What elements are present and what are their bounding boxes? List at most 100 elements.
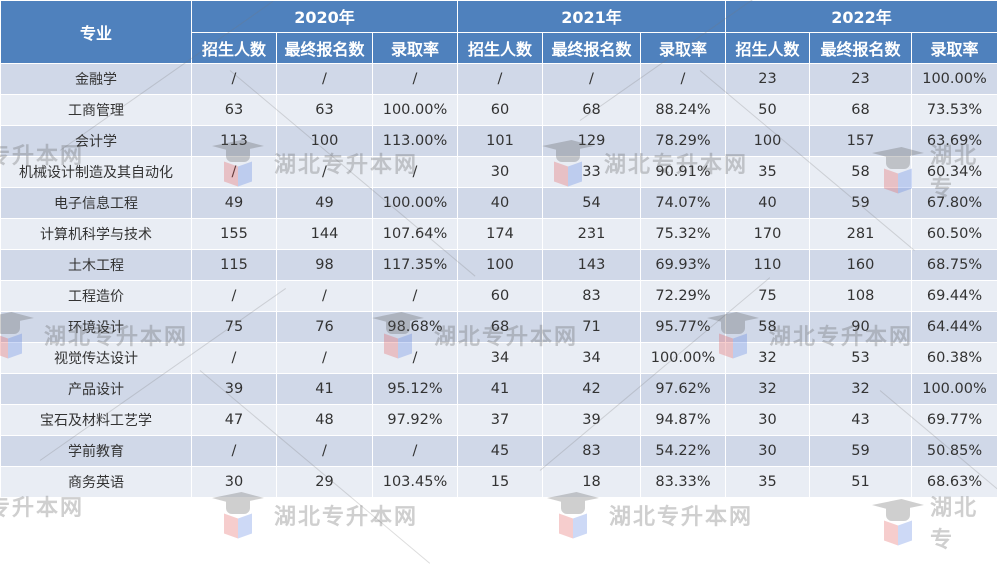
admission-rate-cell-2021: 78.29%: [641, 126, 726, 157]
enrollment-cell-2020: 47: [192, 405, 277, 436]
admission-rate-cell-2021: 90.91%: [641, 157, 726, 188]
applicants-cell-2022: 53: [810, 343, 912, 374]
admission-rate-cell-2021: 94.87%: [641, 405, 726, 436]
admission-rate-cell-2021: 75.32%: [641, 219, 726, 250]
applicants-cell-2022: 157: [810, 126, 912, 157]
applicants-cell-2020: 41: [277, 374, 373, 405]
major-cell: 宝石及材料工艺学: [1, 405, 192, 436]
applicants-cell-2021: 231: [543, 219, 641, 250]
admission-rate-cell-2020: 103.45%: [373, 467, 458, 498]
admission-rate-cell-2021: 74.07%: [641, 188, 726, 219]
admission-rate-cell-2022: 50.85%: [912, 436, 997, 467]
major-cell: 工商管理: [1, 95, 192, 126]
admission-rate-cell-2021: 72.29%: [641, 281, 726, 312]
applicants-cell-2021: 18: [543, 467, 641, 498]
admission-rate-cell-2020: 117.35%: [373, 250, 458, 281]
enrollment-cell-2022: 100: [726, 126, 810, 157]
admission-rate-cell-2021: 69.93%: [641, 250, 726, 281]
admission-rate-cell-2020: 95.12%: [373, 374, 458, 405]
major-cell: 工程造价: [1, 281, 192, 312]
enrollment-cell-2020: /: [192, 343, 277, 374]
major-cell: 视觉传达设计: [1, 343, 192, 374]
enrollment-cell-2021: 34: [458, 343, 543, 374]
admission-rate-cell-2022: 68.75%: [912, 250, 997, 281]
applicants-cell-2021: 129: [543, 126, 641, 157]
applicants-cell-2022: 58: [810, 157, 912, 188]
enrollment-header-2021: 招生人数: [458, 32, 543, 64]
applicants-cell-2021: 83: [543, 281, 641, 312]
header-row-years: 专业 2020年 2021年 2022年: [1, 1, 997, 33]
enrollment-cell-2020: 63: [192, 95, 277, 126]
major-column-header: 专业: [1, 1, 192, 64]
enrollment-header-2020: 招生人数: [192, 32, 277, 64]
enrollment-cell-2020: /: [192, 436, 277, 467]
enrollment-cell-2020: /: [192, 64, 277, 95]
major-cell: 土木工程: [1, 250, 192, 281]
applicants-cell-2022: 160: [810, 250, 912, 281]
admission-rate-cell-2022: 64.44%: [912, 312, 997, 343]
applicants-cell-2020: 76: [277, 312, 373, 343]
applicants-cell-2022: 43: [810, 405, 912, 436]
admission-rate-cell-2021: 88.24%: [641, 95, 726, 126]
enrollment-cell-2022: 40: [726, 188, 810, 219]
enrollment-cell-2022: 30: [726, 405, 810, 436]
applicants-cell-2022: 51: [810, 467, 912, 498]
applicants-cell-2022: 108: [810, 281, 912, 312]
enrollment-cell-2022: 58: [726, 312, 810, 343]
graduation-cap-logo-icon: [870, 497, 922, 547]
applicants-cell-2021: 39: [543, 405, 641, 436]
admission-rate-cell-2022: 60.38%: [912, 343, 997, 374]
enrollment-cell-2022: 170: [726, 219, 810, 250]
enrollment-cell-2021: 45: [458, 436, 543, 467]
applicants-cell-2020: 100: [277, 126, 373, 157]
admission-rate-cell-2022: 60.50%: [912, 219, 997, 250]
admission-rate-cell-2021: 97.62%: [641, 374, 726, 405]
major-cell: 电子信息工程: [1, 188, 192, 219]
enrollment-cell-2021: 60: [458, 95, 543, 126]
enrollment-cell-2021: 41: [458, 374, 543, 405]
admission-rate-cell-2022: 63.69%: [912, 126, 997, 157]
admission-rate-cell-2020: 113.00%: [373, 126, 458, 157]
applicants-cell-2022: 281: [810, 219, 912, 250]
major-cell: 机械设计制造及其自动化: [1, 157, 192, 188]
watermark-text: 湖北专升本网: [274, 499, 418, 531]
admission-rate-cell-2020: 98.68%: [373, 312, 458, 343]
enrollment-cell-2020: /: [192, 157, 277, 188]
enrollment-cell-2020: /: [192, 281, 277, 312]
applicants-cell-2022: 23: [810, 64, 912, 95]
admission-rate-header-2022: 录取率: [912, 32, 997, 64]
major-cell: 计算机科学与技术: [1, 219, 192, 250]
enrollment-cell-2022: 35: [726, 157, 810, 188]
applicants-header-2020: 最终报名数: [277, 32, 373, 64]
enrollment-cell-2022: 75: [726, 281, 810, 312]
enrollment-cell-2020: 30: [192, 467, 277, 498]
admission-rate-cell-2022: 69.44%: [912, 281, 997, 312]
admission-rate-cell-2021: 54.22%: [641, 436, 726, 467]
major-cell: 会计学: [1, 126, 192, 157]
admission-rate-cell-2020: /: [373, 436, 458, 467]
enrollment-cell-2022: 32: [726, 343, 810, 374]
enrollment-cell-2021: 30: [458, 157, 543, 188]
applicants-cell-2020: 49: [277, 188, 373, 219]
admission-rate-cell-2021: 83.33%: [641, 467, 726, 498]
admission-rate-cell-2021: 95.77%: [641, 312, 726, 343]
enrollment-cell-2021: 15: [458, 467, 543, 498]
admission-rate-cell-2022: 69.77%: [912, 405, 997, 436]
watermark-text: 湖北专: [930, 490, 997, 554]
enrollment-cell-2021: /: [458, 64, 543, 95]
admission-rate-cell-2022: 100.00%: [912, 374, 997, 405]
applicants-cell-2020: /: [277, 281, 373, 312]
applicants-cell-2021: 83: [543, 436, 641, 467]
admission-rate-cell-2020: /: [373, 157, 458, 188]
admission-rate-cell-2022: 67.80%: [912, 188, 997, 219]
admission-rate-cell-2020: /: [373, 343, 458, 374]
major-cell: 环境设计: [1, 312, 192, 343]
